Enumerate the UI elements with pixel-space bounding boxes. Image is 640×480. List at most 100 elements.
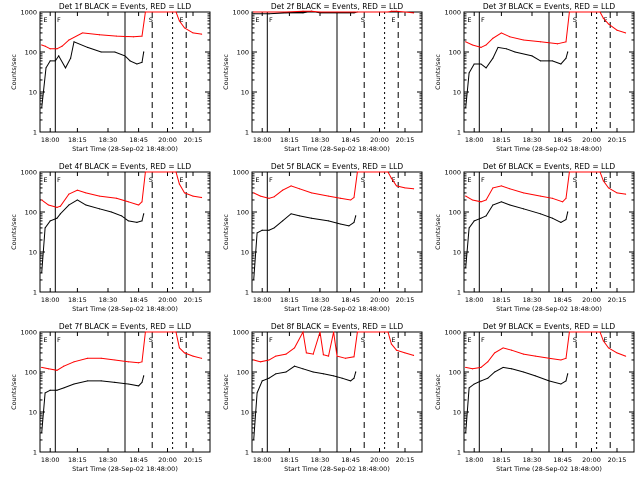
series-point	[624, 355, 627, 357]
x-tick-label: 18:45	[341, 456, 360, 464]
y-tick-label: 1000	[20, 9, 37, 17]
x-tick-label: 20:15	[608, 296, 627, 304]
series-point	[183, 192, 186, 194]
series-point	[522, 353, 525, 355]
series-point	[41, 432, 43, 434]
event-marker: S	[361, 336, 365, 344]
series-point	[548, 357, 550, 359]
chart-title: Det 9f BLACK = Events, RED = LLD	[483, 322, 616, 331]
series-point	[465, 195, 467, 197]
series-point	[485, 199, 487, 201]
event-marker: E	[179, 16, 183, 24]
event-marker: E	[603, 336, 607, 344]
series-point	[143, 51, 145, 53]
series-point	[312, 353, 314, 355]
x-tick-label: 20:00	[370, 456, 389, 464]
x-tick-label: 18:15	[492, 296, 511, 304]
series-point	[302, 12, 304, 14]
x-axis-label: Start Time (28-Sep-02 18:48:00)	[72, 465, 178, 473]
series-point	[531, 55, 533, 57]
series-point	[356, 331, 358, 333]
series-point	[253, 279, 255, 281]
series-point	[299, 215, 301, 217]
series-point	[256, 232, 258, 234]
series-point	[404, 187, 406, 189]
x-axis-label: Start Time (28-Sep-02 18:48:00)	[496, 145, 602, 153]
series-line	[465, 11, 626, 48]
series-point	[136, 221, 138, 223]
x-tick-label: 20:15	[608, 456, 627, 464]
series-point	[465, 432, 467, 434]
y-tick-label: 1	[457, 129, 461, 137]
series-point	[412, 354, 415, 357]
chart-panel: 1 10 100 1000 18:00 18:15 18:30 18:45 20:00 20:15…	[434, 322, 635, 473]
event-marker: E	[43, 16, 47, 24]
y-axis-label: Counts/sec	[434, 54, 442, 90]
chart-title: Det 4f BLACK = Events, RED = LLD	[59, 162, 192, 171]
series-point	[319, 11, 321, 13]
series-point	[485, 44, 487, 46]
series-point	[509, 36, 511, 38]
series-point	[465, 41, 467, 43]
series-point	[511, 349, 513, 351]
series-point	[522, 208, 525, 210]
x-tick-label: 20:00	[158, 456, 177, 464]
event-marker: E	[467, 16, 471, 24]
x-axis-label: Start Time (28-Sep-02 18:48:00)	[496, 465, 602, 473]
series-point	[49, 48, 51, 50]
series-point	[616, 29, 618, 31]
series-point	[44, 392, 46, 394]
series-line	[41, 171, 202, 208]
series-point	[110, 211, 112, 213]
series-point	[480, 366, 482, 369]
series-point	[129, 60, 131, 62]
series-point	[565, 218, 567, 221]
series-point	[348, 225, 350, 227]
series-point	[344, 357, 347, 359]
series-point	[465, 107, 467, 109]
series-point	[485, 215, 487, 217]
series-point	[98, 34, 101, 36]
series-point	[144, 11, 146, 13]
series-point	[285, 12, 287, 14]
chart-title: Det 2f BLACK = Events, RED = LLD	[271, 2, 404, 11]
series-line	[253, 171, 414, 201]
series-point	[63, 365, 65, 367]
x-tick-label: 18:15	[68, 296, 87, 304]
series-point	[192, 195, 194, 197]
series-point	[59, 213, 62, 215]
series-point	[395, 185, 398, 187]
series-point	[471, 44, 474, 46]
series-point	[353, 356, 355, 358]
event-marker: E	[255, 16, 259, 24]
series-point	[141, 35, 143, 37]
series-point	[341, 377, 343, 379]
chart-panel: 1 10 100 1000 18:00 18:15 18:30 18:45 20:00 20:15…	[434, 2, 635, 153]
series-point	[500, 201, 502, 203]
series-line	[465, 331, 626, 370]
x-tick-label: 20:00	[370, 136, 389, 144]
series-point	[514, 51, 516, 53]
y-tick-label: 1000	[232, 9, 249, 17]
series-point	[539, 41, 542, 43]
series-point	[327, 220, 330, 222]
series-point	[565, 380, 567, 382]
series-point	[273, 227, 275, 229]
series-point	[178, 183, 180, 185]
series-point	[70, 57, 72, 59]
series-point	[556, 43, 559, 45]
series-point	[327, 195, 330, 197]
series-point	[319, 331, 321, 333]
series-point	[41, 44, 43, 46]
y-axis-label: Counts/sec	[222, 54, 230, 90]
series-point	[387, 331, 389, 333]
x-tick-label: 18:30	[311, 456, 330, 464]
event-marker: F	[481, 176, 485, 184]
series-line	[41, 331, 202, 371]
x-tick-label: 20:15	[396, 136, 415, 144]
series-point	[336, 11, 338, 13]
series-point	[560, 383, 562, 385]
series-point	[127, 383, 129, 385]
series-line	[253, 213, 357, 281]
